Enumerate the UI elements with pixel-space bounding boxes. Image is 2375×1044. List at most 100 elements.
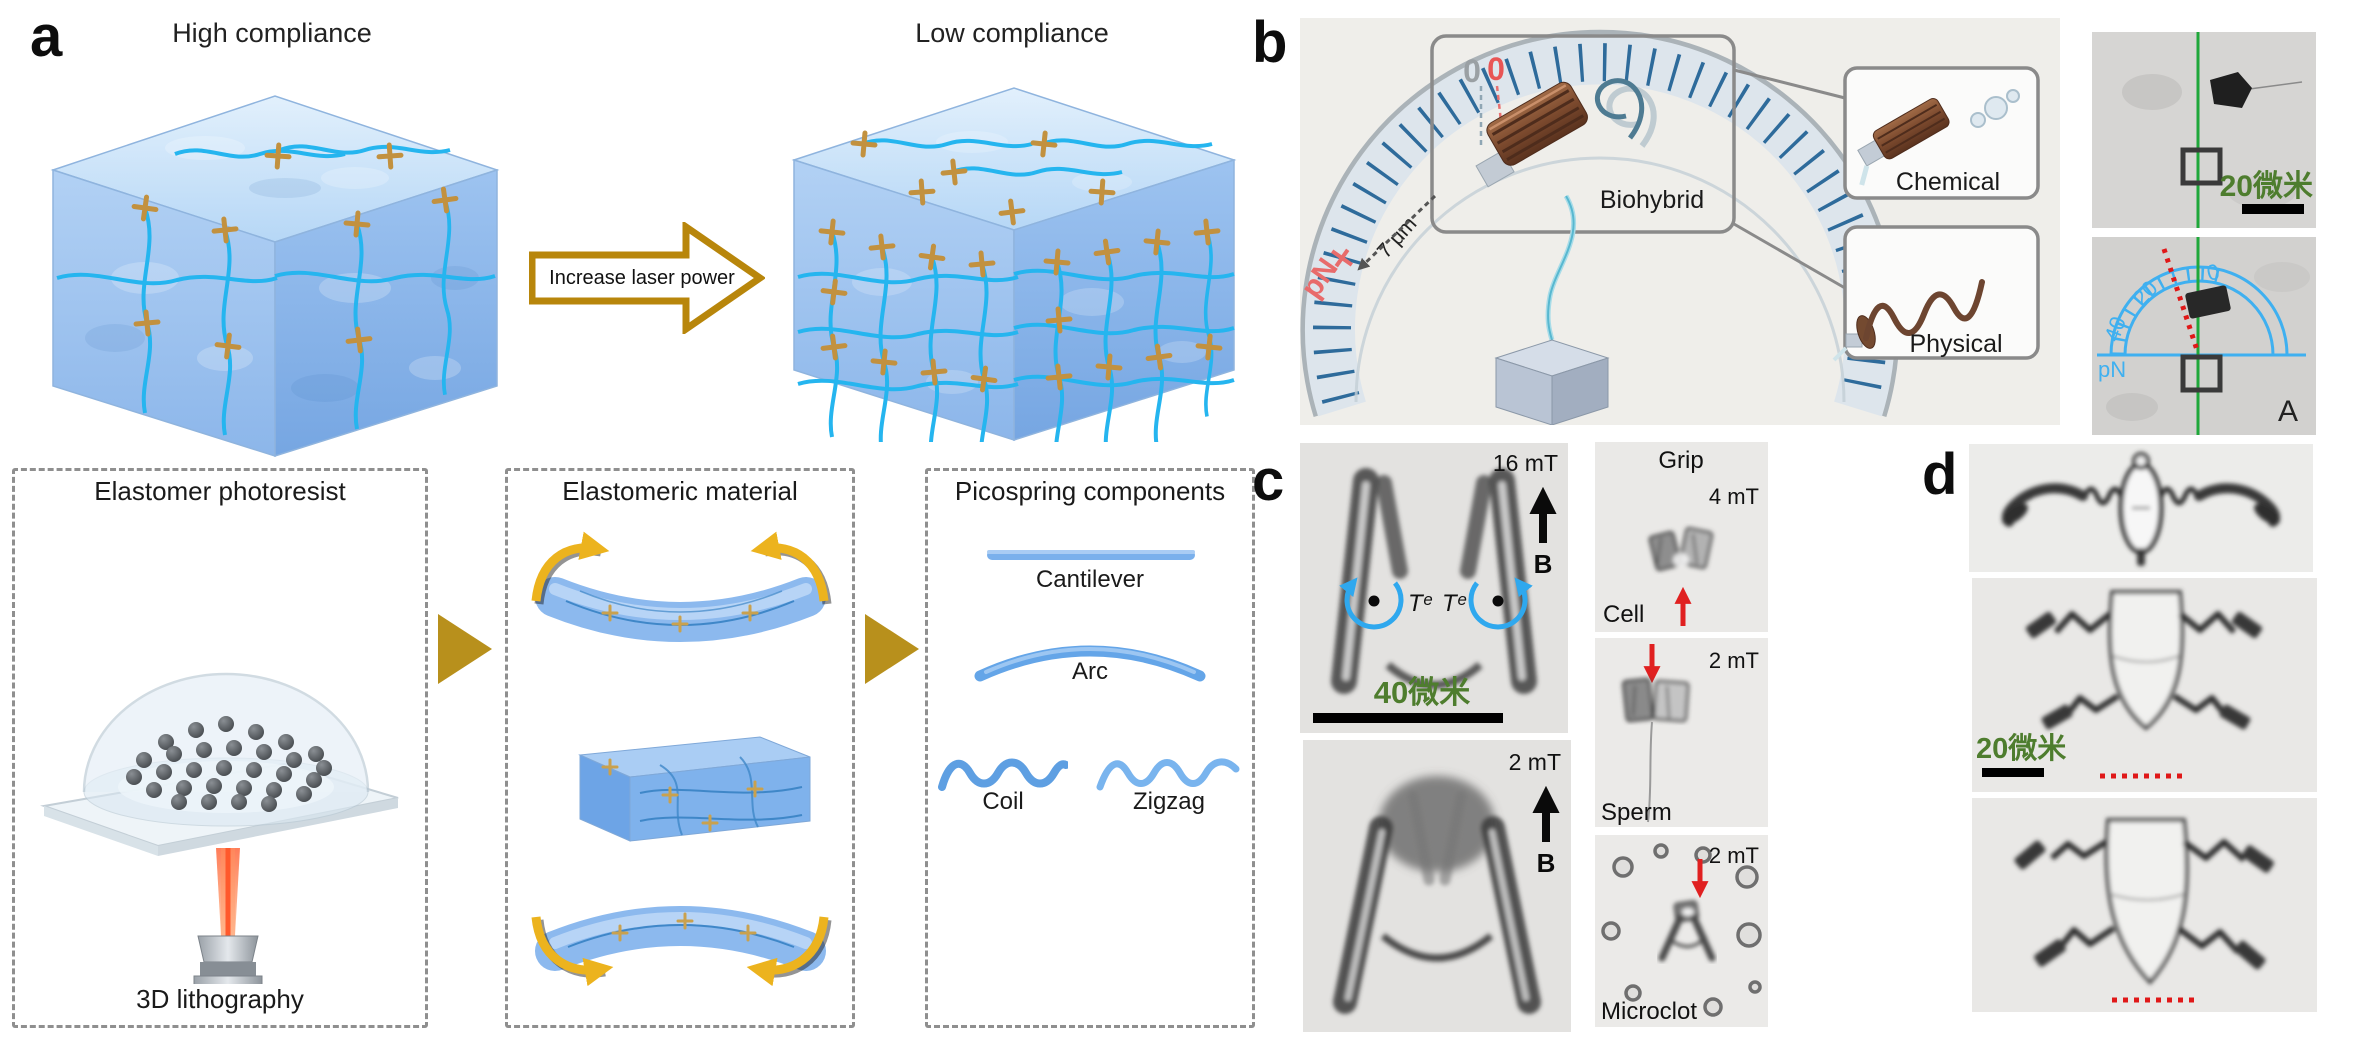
box2-title: Elastomeric material — [562, 476, 798, 506]
chemical-label: Chemical — [1896, 168, 2000, 196]
field-strength-label: 16 mT — [1493, 450, 1558, 476]
coil-icon — [938, 758, 1068, 791]
gripper-arms — [1331, 468, 1537, 694]
cargo-label: Microclot — [1601, 998, 1697, 1025]
physical-inset: Physical — [1832, 225, 2040, 362]
photoresist-droplet-icon — [82, 672, 370, 827]
picospring-robot-spread-micrograph — [1972, 798, 2317, 1012]
rotation-axis-dot — [1492, 595, 1504, 607]
low-compliance-cube-illustration — [791, 87, 1237, 442]
panel-c-label: c — [1252, 448, 1285, 513]
laser-beam-icon — [216, 848, 240, 936]
panel-b-label: b — [1252, 10, 1288, 75]
right-arrow-icon — [528, 220, 767, 336]
microrobot — [2001, 452, 2281, 566]
box1-title: Elastomer photoresist — [94, 476, 346, 506]
picospring-robot-open-micrograph: 20微米 — [1972, 578, 2317, 792]
coil-label: Coil — [982, 788, 1024, 815]
spring-anchor-square — [2180, 354, 2223, 393]
field-strength-label: 4 mT — [1709, 484, 1759, 509]
gripper-arms — [1333, 776, 1541, 1014]
box3-title: Picospring components — [954, 476, 1226, 506]
high-compliance-cube-illustration — [50, 95, 500, 458]
bent-slab-down — [531, 906, 832, 987]
high-compliance-title: High compliance — [172, 18, 372, 48]
scale-label: 20微米 — [1976, 732, 2066, 765]
field-strength-label: 2 mT — [1709, 648, 1759, 673]
picospring-components-box — [925, 468, 1255, 1028]
rotation-arrow-left — [1339, 577, 1404, 630]
rotation-arrow-right — [1468, 577, 1533, 630]
flat-slab — [578, 736, 811, 842]
scale-bar — [1982, 768, 2044, 777]
field-symbol: B — [1537, 848, 1556, 878]
field-strength-label: 2 mT — [1709, 843, 1759, 868]
scale-label: 20微米 — [2220, 170, 2313, 203]
chemical-microrobot-icon — [1857, 89, 2020, 186]
dial-zero-shadow: 0 — [1463, 53, 1481, 89]
grip-microclot-micrograph: 2 mT Microclot — [1595, 835, 1768, 1027]
swimming-robot — [2185, 285, 2231, 319]
cargo-label: Cell — [1603, 601, 1644, 628]
grip-title: Grip — [1658, 447, 1703, 474]
increase-laser-power-arrow: Increase laser power — [528, 220, 767, 336]
cargo-label: Sperm — [1601, 799, 1672, 826]
biohybrid-callout-box — [1430, 34, 1846, 290]
open-gripper-micrograph: 16 mT B Tᵉ Tᵉ 40微米 — [1300, 443, 1568, 733]
hydrogel-cube-icon — [791, 87, 1237, 442]
microrobot — [2025, 590, 2263, 731]
hydrogel-cube-icon — [50, 95, 500, 458]
rotation-axis-dot — [1368, 595, 1380, 607]
elastomeric-material-illustration — [531, 531, 832, 987]
scale-label: 40微米 — [1374, 675, 1470, 710]
microrobot — [2014, 818, 2274, 985]
arrow-label: Increase laser power — [549, 266, 735, 289]
flagellum-curl — [1594, 78, 1645, 140]
box1-caption: 3D lithography — [136, 984, 304, 1014]
torque-label-right: Tᵉ — [1442, 590, 1467, 617]
red-cross-mark — [1331, 248, 1353, 268]
physical-microrobot-icon — [1832, 279, 1985, 362]
grip-cell-micrograph: Grip 4 mT Cell — [1595, 442, 1768, 632]
gold-triangle-arrow-icon — [865, 614, 919, 684]
force-protractor-micrograph: 0 20 40 pN A — [2092, 237, 2316, 435]
dial-zero: 0 — [1487, 51, 1505, 87]
grip-sperm-micrograph: 2 mT Sperm — [1595, 638, 1768, 827]
closed-gripper-micrograph: 2 mT B — [1303, 740, 1571, 1032]
panel-d-label: d — [1922, 442, 1958, 507]
biohybrid-robot-icon — [1475, 81, 1588, 188]
biohybrid-micrograph: 20微米 — [2092, 32, 2316, 228]
field-strength-label: 2 mT — [1509, 749, 1561, 775]
low-compliance-title: Low compliance — [915, 18, 1109, 48]
cantilever-icon — [987, 550, 1195, 560]
bent-slab-up — [531, 531, 832, 642]
folded-gripper — [1622, 677, 1690, 723]
cantilever-label: Cantilever — [1035, 566, 1145, 593]
arc-icon — [974, 645, 1206, 682]
panel-a-label: a — [30, 4, 63, 69]
gold-triangle-arrow-icon — [438, 614, 492, 684]
zigzag-label: Zigzag — [1132, 788, 1206, 815]
scale-bar — [1313, 713, 1503, 723]
picospring-robot-folded-micrograph — [1969, 444, 2313, 572]
sperm-tail — [1647, 721, 1653, 823]
deflected-red-line — [2161, 248, 2201, 354]
gripper-holding-clot — [1658, 900, 1716, 962]
cell-tail-core — [1547, 195, 1575, 341]
physical-label: Physical — [1909, 330, 2002, 358]
folded-gripper — [1648, 526, 1714, 572]
objective-lens-icon — [193, 935, 263, 984]
force-dial-illustration: 0 0 7 μm pN Biohybrid — [1300, 18, 2060, 425]
arc-label: Arc — [1072, 658, 1108, 685]
protractor-tick-0: 0 — [2204, 259, 2222, 286]
zigzag-icon — [1096, 758, 1240, 791]
chemical-inset: Chemical — [1843, 66, 2040, 200]
spring-anchor-square — [2180, 147, 2223, 186]
lithography-illustration — [40, 672, 399, 984]
biohybrid-label: Biohybrid — [1600, 186, 1704, 214]
protractor-unit: pN — [2098, 357, 2126, 382]
blood-cells — [1601, 843, 1762, 1017]
frame-letter: A — [2278, 395, 2298, 428]
load-cube-icon — [1494, 339, 1610, 425]
